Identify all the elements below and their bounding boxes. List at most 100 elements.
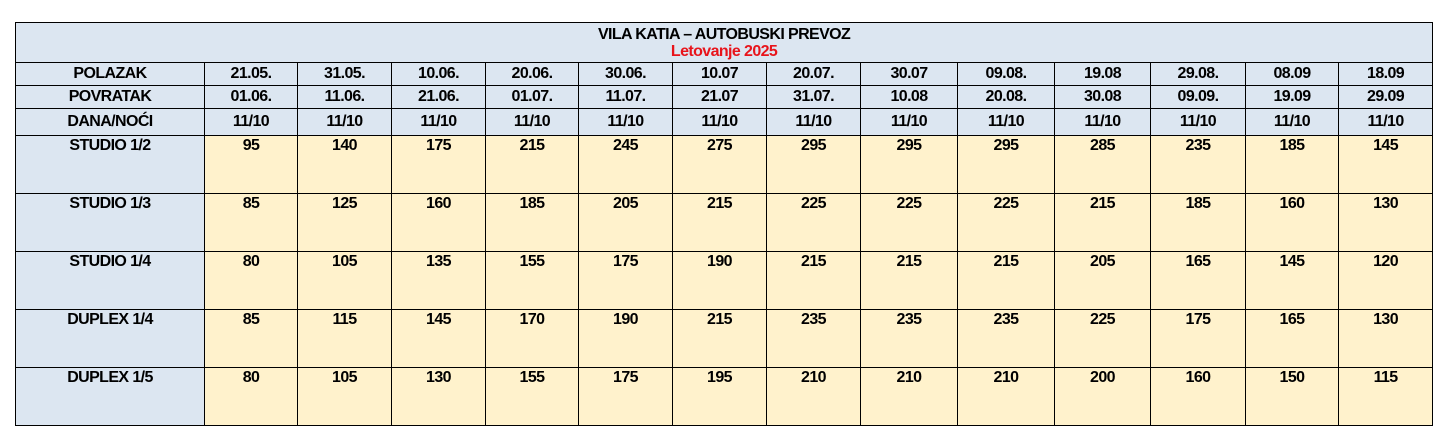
- price-cell: 235: [766, 309, 861, 368]
- price-cell: 160: [391, 193, 486, 252]
- header-cell: 11/10: [204, 108, 298, 136]
- price-cell: 185: [1150, 193, 1246, 252]
- price-cell: 85: [204, 309, 298, 368]
- price-cell: 185: [1245, 135, 1339, 194]
- header-cell: 19.09: [1245, 85, 1339, 109]
- price-cell: 125: [297, 193, 392, 252]
- price-row: DUPLEX 1/5 80 105 130 155 175 195 210 210 210 200 1…: [15, 367, 1434, 426]
- price-cell: 225: [957, 193, 1055, 252]
- header-cell: 31.07.: [766, 85, 861, 109]
- price-cell: 215: [766, 251, 861, 310]
- title-row: VILA KATIA – AUTOBUSKI PREVOZ Letovanje …: [14, 22, 1434, 63]
- price-cell: 85: [204, 193, 298, 252]
- price-cell: 160: [1150, 367, 1246, 426]
- price-cell: 190: [672, 251, 767, 310]
- header-cell: 11.07.: [578, 85, 673, 109]
- header-cell: 10.07: [672, 62, 767, 86]
- price-cell: 155: [485, 367, 579, 426]
- header-cell: 29.08.: [1150, 62, 1246, 86]
- row-label: STUDIO 1/4: [15, 251, 205, 310]
- header-cell: 09.09.: [1150, 85, 1246, 109]
- price-cell: 165: [1150, 251, 1246, 310]
- header-cell: 20.06.: [485, 62, 579, 86]
- price-cell: 165: [1245, 309, 1339, 368]
- price-cell: 145: [1337, 135, 1434, 194]
- price-cell: 135: [391, 251, 486, 310]
- row-label: STUDIO 1/2: [15, 135, 205, 194]
- header-cell: 11/10: [297, 108, 392, 136]
- header-cell: 19.08: [1054, 62, 1151, 86]
- header-cell: 08.09: [1245, 62, 1339, 86]
- header-cell: 11/10: [672, 108, 767, 136]
- price-cell: 175: [578, 251, 673, 310]
- subtitle: Letovanje 2025: [670, 42, 778, 60]
- price-cell: 105: [297, 251, 392, 310]
- price-cell: 175: [1150, 309, 1246, 368]
- price-cell: 160: [1245, 193, 1339, 252]
- price-cell: 245: [578, 135, 673, 194]
- header-cell: 11/10: [1150, 108, 1246, 136]
- header-cell: 01.07.: [485, 85, 579, 109]
- price-cell: 295: [957, 135, 1055, 194]
- price-cell: 215: [672, 309, 767, 368]
- header-row: POVRATAK 01.06. 11.06. 21.06. 01.07. 11.07. 21…: [15, 85, 1434, 109]
- price-cell: 215: [860, 251, 958, 310]
- header-row: DANA/NOĆI 11/10 11/10 11/10 11/10 11/10 11/10 1…: [15, 108, 1434, 136]
- header-cell: 11/10: [1245, 108, 1339, 136]
- price-cell: 225: [1054, 309, 1151, 368]
- price-cell: 215: [957, 251, 1055, 310]
- price-table: VILA KATIA – AUTOBUSKI PREVOZ Letovanje …: [14, 22, 1434, 426]
- row-label: DUPLEX 1/4: [15, 309, 205, 368]
- price-cell: 145: [391, 309, 486, 368]
- price-cell: 80: [204, 251, 298, 310]
- price-cell: 175: [578, 367, 673, 426]
- header-cell: 21.05.: [204, 62, 298, 86]
- price-row: DUPLEX 1/4 85 115 145 170 190 215 235 235 235 225 1…: [15, 309, 1434, 368]
- header-cell: 11/10: [391, 108, 486, 136]
- price-cell: 210: [766, 367, 861, 426]
- row-label: STUDIO 1/3: [15, 193, 205, 252]
- header-cell: 10.06.: [391, 62, 486, 86]
- header-cell: 31.05.: [297, 62, 392, 86]
- header-cell: 11/10: [485, 108, 579, 136]
- header-cell: 20.07.: [766, 62, 861, 86]
- price-cell: 195: [672, 367, 767, 426]
- price-cell: 115: [297, 309, 392, 368]
- price-cell: 130: [1337, 193, 1434, 252]
- price-cell: 275: [672, 135, 767, 194]
- price-cell: 295: [766, 135, 861, 194]
- price-cell: 210: [860, 367, 958, 426]
- price-cell: 150: [1245, 367, 1339, 426]
- header-cell: 30.07: [860, 62, 958, 86]
- price-cell: 145: [1245, 251, 1339, 310]
- price-cell: 210: [957, 367, 1055, 426]
- header-cell: 11/10: [1337, 108, 1434, 136]
- price-cell: 130: [1337, 309, 1434, 368]
- price-cell: 170: [485, 309, 579, 368]
- header-cell: 21.07: [672, 85, 767, 109]
- price-cell: 190: [578, 309, 673, 368]
- header-cell: 11/10: [860, 108, 958, 136]
- header-cell: 09.08.: [957, 62, 1055, 86]
- row-label: DUPLEX 1/5: [15, 367, 205, 426]
- header-cell: 11/10: [578, 108, 673, 136]
- price-cell: 185: [485, 193, 579, 252]
- row-label: POLAZAK: [15, 62, 205, 86]
- table-body: VILA KATIA – AUTOBUSKI PREVOZ Letovanje …: [14, 22, 1434, 426]
- header-cell: 30.08: [1054, 85, 1151, 109]
- title: VILA KATIA – AUTOBUSKI PREVOZ: [597, 25, 851, 43]
- header-cell: 21.06.: [391, 85, 486, 109]
- header-cell: 01.06.: [204, 85, 298, 109]
- header-cell: 30.06.: [578, 62, 673, 86]
- header-cell: 29.09: [1337, 85, 1434, 109]
- price-cell: 235: [860, 309, 958, 368]
- header-cell: 18.09: [1337, 62, 1434, 86]
- header-cell: 11/10: [766, 108, 861, 136]
- price-cell: 215: [1054, 193, 1151, 252]
- price-cell: 225: [766, 193, 861, 252]
- title-cell: VILA KATIA – AUTOBUSKI PREVOZ Letovanje …: [14, 22, 1434, 63]
- price-row: STUDIO 1/2 95 140 175 215 245 275 295 295 295 285 2…: [15, 135, 1434, 194]
- price-cell: 95: [204, 135, 298, 194]
- price-cell: 80: [204, 367, 298, 426]
